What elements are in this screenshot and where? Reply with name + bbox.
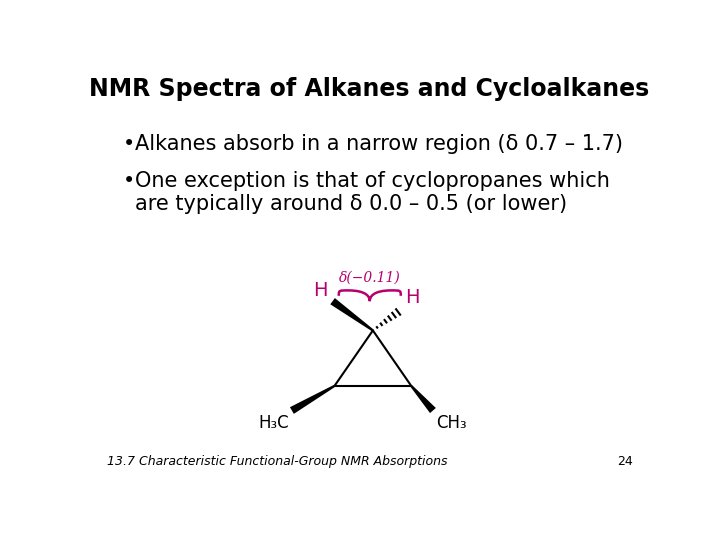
Text: H₃C: H₃C	[258, 414, 289, 431]
Text: One exception is that of cyclopropanes which: One exception is that of cyclopropanes w…	[135, 171, 610, 191]
Text: H: H	[313, 281, 328, 300]
Text: 24: 24	[617, 455, 632, 468]
Polygon shape	[290, 385, 335, 414]
Text: •: •	[122, 171, 135, 191]
Polygon shape	[410, 385, 436, 413]
Text: Alkanes absorb in a narrow region (δ 0.7 – 1.7): Alkanes absorb in a narrow region (δ 0.7…	[135, 134, 623, 154]
Text: NMR Spectra of Alkanes and Cycloalkanes: NMR Spectra of Alkanes and Cycloalkanes	[89, 77, 649, 102]
Text: •: •	[122, 134, 135, 154]
Text: H: H	[405, 288, 420, 307]
Text: 13.7 Characteristic Functional-Group NMR Absorptions: 13.7 Characteristic Functional-Group NMR…	[107, 455, 448, 468]
Text: CH₃: CH₃	[436, 414, 467, 431]
Text: δ(−0.11): δ(−0.11)	[339, 270, 400, 284]
Text: are typically around δ 0.0 – 0.5 (or lower): are typically around δ 0.0 – 0.5 (or low…	[135, 194, 567, 214]
Polygon shape	[330, 298, 374, 332]
